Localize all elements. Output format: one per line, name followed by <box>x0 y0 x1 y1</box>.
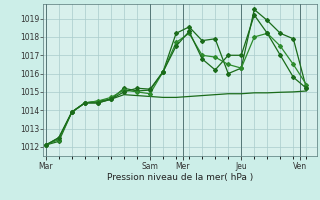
X-axis label: Pression niveau de la mer( hPa ): Pression niveau de la mer( hPa ) <box>107 173 253 182</box>
